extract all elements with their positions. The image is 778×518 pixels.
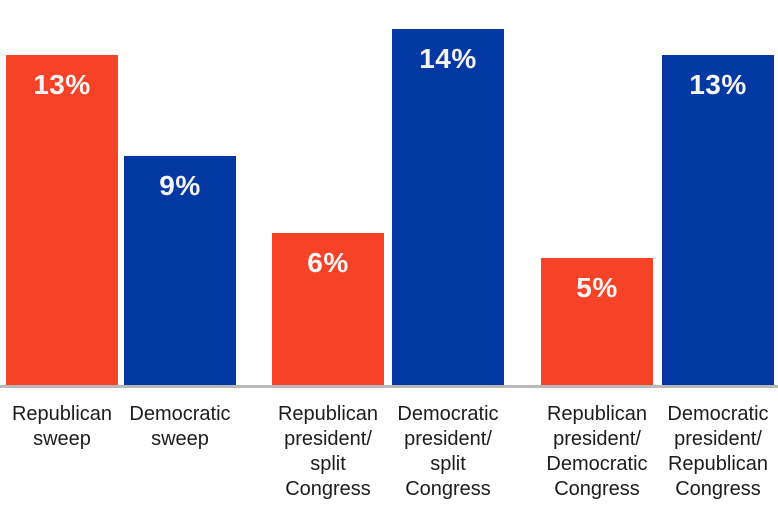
bar-0: 13% [6, 55, 118, 385]
bar-value-label: 14% [419, 43, 477, 74]
category-label-2: Republican president/split Congress [277, 403, 379, 500]
bar-1: 9% [124, 156, 236, 385]
category-label-1: Democratic sweep [129, 403, 231, 450]
category-label-5: Democratic president/Republican Congress [667, 403, 769, 500]
bar-value-label: 5% [576, 272, 618, 303]
bar-value-label: 6% [307, 247, 349, 278]
bar-value-label: 9% [159, 170, 201, 201]
bar-value-label: 13% [689, 69, 747, 100]
category-label-0: Republican sweep [11, 403, 113, 450]
category-label-4: Republican president/Democratic Congress [546, 403, 648, 500]
x-axis-line [0, 385, 778, 388]
category-label-3: Democratic president/split Congress [397, 403, 499, 500]
bar-5: 13% [662, 55, 774, 385]
bar-2: 6% [272, 233, 384, 385]
bar-3: 14% [392, 29, 504, 385]
bar-4: 5% [541, 258, 653, 385]
bar-value-label: 13% [33, 69, 91, 100]
